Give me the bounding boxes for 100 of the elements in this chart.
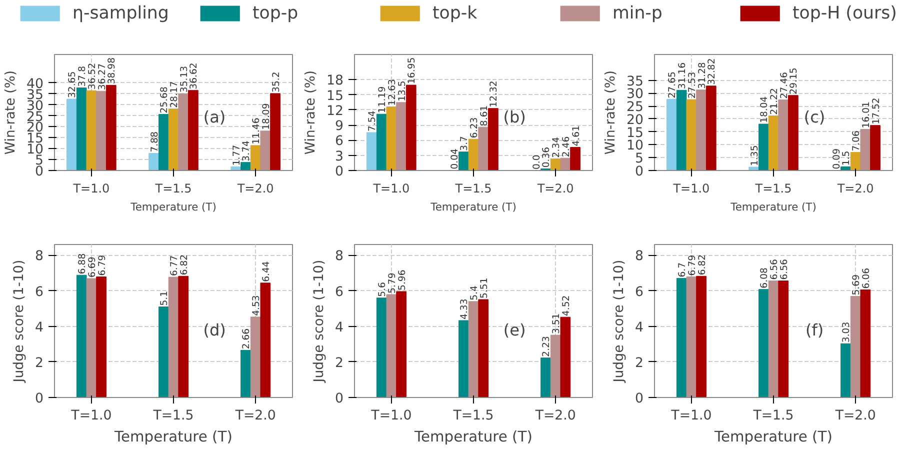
y-tick-label: 4 [335, 320, 344, 336]
y-tick-label: 4 [635, 320, 644, 336]
x-tick-label: T=1.5 [152, 408, 194, 424]
y-axis-title: Judge score (1-10) [612, 260, 628, 384]
y-tick-label: 0 [335, 392, 344, 406]
data-label: 21.22 [769, 88, 780, 115]
y-tick-label: 35 [626, 74, 644, 90]
data-label: 3.7 [459, 136, 470, 151]
data-label: 11.46 [251, 118, 262, 144]
x-tick-label: T=2.0 [236, 182, 274, 196]
data-label: 0.09 [831, 148, 842, 170]
y-tick-label: 12 [326, 104, 344, 119]
data-label: 6.06 [860, 268, 872, 289]
data-label: 6.44 [260, 261, 272, 282]
data-label: 7.06 [851, 130, 862, 152]
data-label: 17.52 [870, 98, 882, 124]
x-tick-label: T=1.0 [72, 182, 110, 196]
annotation: (a) [203, 107, 226, 126]
data-label: 6.79 [686, 254, 698, 276]
data-label: 6.77 [169, 255, 180, 276]
data-label: 8.61 [478, 105, 490, 126]
x-axis-title: Temperature (T) [730, 200, 816, 214]
y-tick-label: 30 [626, 87, 644, 102]
data-label: 16.95 [406, 57, 418, 84]
y-tick-label: 3 [335, 149, 344, 164]
data-label: 18.09 [260, 103, 272, 130]
data-label: 0.0 [531, 154, 542, 170]
data-label: 6.7 [677, 262, 688, 278]
data-label: 5.96 [396, 270, 408, 290]
data-label: 4.61 [570, 125, 582, 146]
data-label: 5.4 [469, 286, 480, 300]
data-label: 36.52 [86, 62, 98, 90]
y-tick-label: 0 [335, 164, 344, 180]
data-label: 2.66 [241, 328, 252, 350]
data-label: 5.6 [377, 282, 388, 297]
legend-label: top-H (ours) [792, 4, 897, 24]
data-label: 5.1 [159, 290, 170, 306]
data-label: 7.54 [367, 110, 378, 132]
data-label: 1.5 [841, 150, 852, 166]
x-axis-title: Temperature (T) [130, 200, 216, 214]
y-tick-label: 0 [635, 164, 644, 180]
y-tick-label: 2 [35, 356, 44, 371]
data-label: 5.51 [478, 278, 490, 298]
x-tick-label: T=1.0 [670, 408, 712, 424]
data-label: 36.27 [96, 63, 108, 90]
annotation: (d) [203, 320, 226, 340]
data-label: 3.03 [841, 322, 852, 343]
data-label: 27.46 [778, 72, 790, 99]
x-tick-label: T=2.0 [836, 182, 874, 196]
data-label: 35.2 [270, 72, 282, 92]
data-label: 6.82 [178, 254, 190, 276]
legend-label: min-p [612, 4, 662, 24]
data-label: 7.88 [149, 131, 160, 152]
x-axis-title: Temperature (T) [114, 428, 232, 446]
data-label: 6.88 [77, 253, 88, 274]
x-tick-label: T=2.0 [536, 182, 574, 196]
y-tick-label: 2 [635, 356, 644, 371]
data-label: 0.04 [449, 148, 460, 170]
data-label: 32.65 [67, 71, 78, 98]
annotation: (f) [805, 320, 824, 340]
data-label: 16.01 [860, 101, 872, 128]
y-tick-label: 20 [626, 112, 644, 128]
data-label: 12.32 [488, 80, 500, 108]
annotation: (b) [503, 107, 526, 126]
x-tick-label: T=2.0 [834, 408, 876, 424]
data-label: 6.79 [96, 254, 108, 276]
data-label: 31.16 [677, 62, 688, 90]
y-axis-title: Win-rate (%) [604, 70, 619, 155]
legend-label: top-p [252, 4, 298, 24]
data-label: 6.56 [778, 258, 790, 280]
annotation: (e) [503, 320, 526, 340]
x-tick-label: T=2.0 [534, 408, 576, 424]
y-tick-label: 25 [626, 100, 644, 116]
data-label: 4.53 [251, 295, 262, 316]
x-tick-label: T=1.0 [370, 408, 412, 424]
data-label: 27.53 [686, 72, 698, 99]
y-tick-label: 0 [35, 392, 44, 406]
data-label: 27.65 [667, 71, 678, 98]
data-label: 4.33 [459, 298, 470, 320]
data-label: 1.77 [231, 144, 242, 166]
x-tick-label: T=1.5 [752, 408, 794, 424]
data-label: 6.08 [759, 268, 770, 288]
data-label: 4.52 [560, 295, 572, 316]
x-axis-title: Temperature (T) [414, 428, 532, 446]
data-label: 0.36 [541, 146, 552, 168]
data-label: 2.34 [551, 136, 562, 158]
data-label: 18.04 [759, 96, 770, 123]
data-label: 2.23 [541, 336, 552, 357]
data-label: 36.62 [188, 62, 200, 90]
data-label: 13.5 [396, 80, 408, 102]
x-tick-label: T=1.5 [754, 182, 792, 196]
data-label: 29.15 [788, 68, 800, 94]
data-label: 35.13 [178, 66, 190, 93]
data-label: 6.69 [86, 256, 98, 278]
y-tick-label: 6 [635, 284, 644, 300]
x-tick-label: T=1.0 [672, 182, 710, 196]
data-label: 1.35 [749, 145, 760, 166]
data-label: 6.56 [769, 258, 780, 280]
data-label: 12.63 [386, 79, 398, 106]
y-axis-title: Judge score (1-10) [312, 260, 328, 384]
